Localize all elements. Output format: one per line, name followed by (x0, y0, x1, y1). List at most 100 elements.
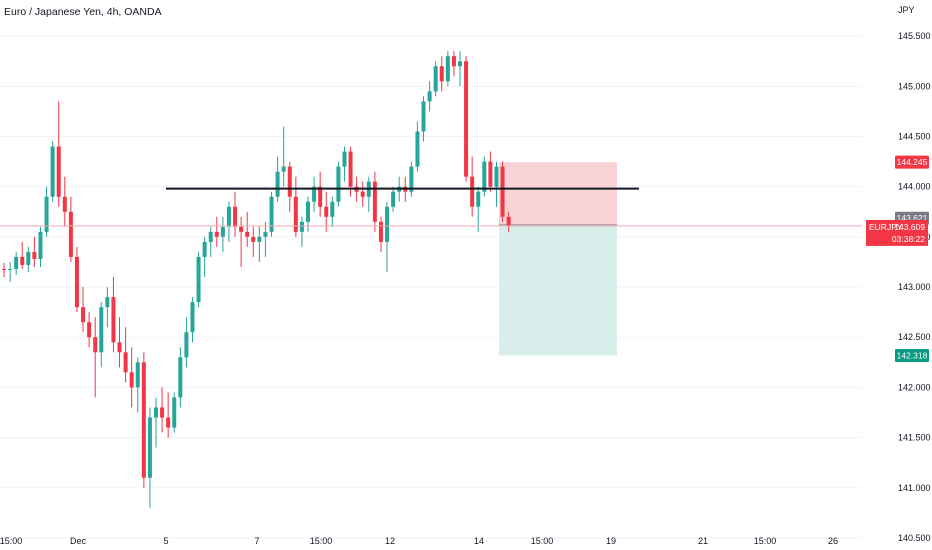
candle-body (226, 206, 231, 227)
candle-body (458, 61, 462, 67)
candle-body (184, 332, 189, 358)
candle-body (476, 191, 481, 207)
candle-body (427, 91, 432, 102)
candle-body (391, 191, 396, 207)
candle-body (293, 196, 298, 232)
candle-body (190, 302, 195, 333)
candle-body (245, 231, 250, 237)
candle-body (342, 151, 347, 167)
candle-body (129, 372, 134, 388)
current-price-value: 143.609 (894, 222, 925, 232)
candle-body (336, 166, 341, 202)
candle-body (135, 362, 140, 388)
candle-body (166, 417, 171, 428)
price-axis[interactable]: JPY145.500145.000144.500144.000143.50014… (898, 5, 931, 543)
price-tick-label: 143.000 (898, 282, 931, 292)
candle-body (14, 256, 19, 269)
candle-body (409, 166, 414, 192)
time-tick-label: 15:00 (0, 536, 22, 546)
target-price-badge: 142.318 (895, 348, 929, 362)
candle-body (111, 297, 116, 343)
candle-body (68, 211, 73, 257)
candle-body (202, 241, 207, 257)
time-tick-label: 19 (606, 536, 616, 546)
candle-body (378, 221, 383, 242)
candle-body (451, 56, 456, 67)
price-tick-label: 142.000 (898, 382, 931, 392)
candle-body (445, 56, 450, 82)
time-tick-label: 15:00 (531, 536, 554, 546)
candle-body (62, 196, 67, 212)
price-tick-label: 145.500 (898, 31, 931, 41)
position-zones (499, 162, 617, 356)
current-price-badge-bg (866, 219, 928, 246)
candle-body (44, 196, 49, 232)
candle-body (141, 362, 146, 478)
candle-body (312, 186, 317, 202)
price-tick-label: 140.500 (898, 533, 931, 543)
candle-body (196, 256, 201, 303)
price-tick-label: 141.500 (898, 433, 931, 443)
stop-loss-zone (499, 162, 617, 225)
candle-body (275, 171, 280, 197)
candle-body (324, 206, 329, 217)
current-price-countdown: 03:38:22 (892, 234, 925, 244)
candle-body (214, 231, 219, 237)
candle-body (482, 161, 487, 192)
candle-body (147, 417, 152, 478)
candle-body (439, 66, 444, 82)
time-tick-label: 14 (474, 536, 484, 546)
candle-body (433, 66, 438, 92)
candle-body (488, 161, 493, 187)
candle-body (257, 236, 262, 242)
entry-price-badge-text: 143.621 (897, 213, 928, 223)
candle-body (99, 307, 104, 353)
candle-body (385, 206, 390, 242)
candle-body (81, 307, 86, 323)
time-tick-label: 26 (828, 536, 838, 546)
candle-body (117, 342, 122, 353)
stop-price-badge-text: 144.245 (897, 157, 928, 167)
candle-body (93, 337, 98, 353)
candle-body (178, 357, 183, 398)
candle-body (306, 201, 310, 222)
candle-body (32, 251, 37, 259)
stop-price-badge: 144.245 (895, 155, 929, 169)
candle-body (233, 206, 238, 227)
candle-body (239, 226, 244, 232)
candle-body (251, 236, 256, 242)
stop-price-badge-bg (895, 155, 929, 169)
candle-body (105, 297, 110, 308)
time-tick-label: 15:00 (310, 536, 333, 546)
price-tick-label: 142.500 (898, 332, 931, 342)
price-tick-label: 144.500 (898, 131, 931, 141)
time-tick-label: 12 (385, 536, 395, 546)
candle-body (318, 186, 323, 207)
candle-body (281, 166, 286, 172)
candle-body (26, 251, 31, 265)
candle-body (330, 201, 335, 217)
candle-body (506, 216, 511, 226)
candle-body (208, 231, 213, 242)
candle-body (74, 256, 79, 308)
time-tick-label: 21 (698, 536, 708, 546)
time-tick-label: Dec (70, 536, 87, 546)
candle-body (415, 131, 420, 167)
current-price-symbol: EURJPY (869, 222, 903, 232)
time-tick-label: 5 (163, 536, 168, 546)
candle-body (360, 191, 365, 197)
candle-body (123, 352, 128, 373)
candle-body (56, 146, 61, 197)
candle-body (20, 256, 25, 265)
candle-body (494, 166, 499, 187)
candle-body (2, 268, 6, 270)
candle-body (372, 181, 377, 222)
candle-body (470, 176, 475, 207)
gridlines (0, 35, 862, 539)
candle-body (421, 101, 426, 132)
time-axis[interactable]: 15:00 Dec 5 7 15:00 12 14 15:00 19 21 15:00 26 (0, 536, 838, 546)
target-price-badge-text: 142.318 (897, 350, 928, 360)
candle-body (500, 166, 505, 217)
